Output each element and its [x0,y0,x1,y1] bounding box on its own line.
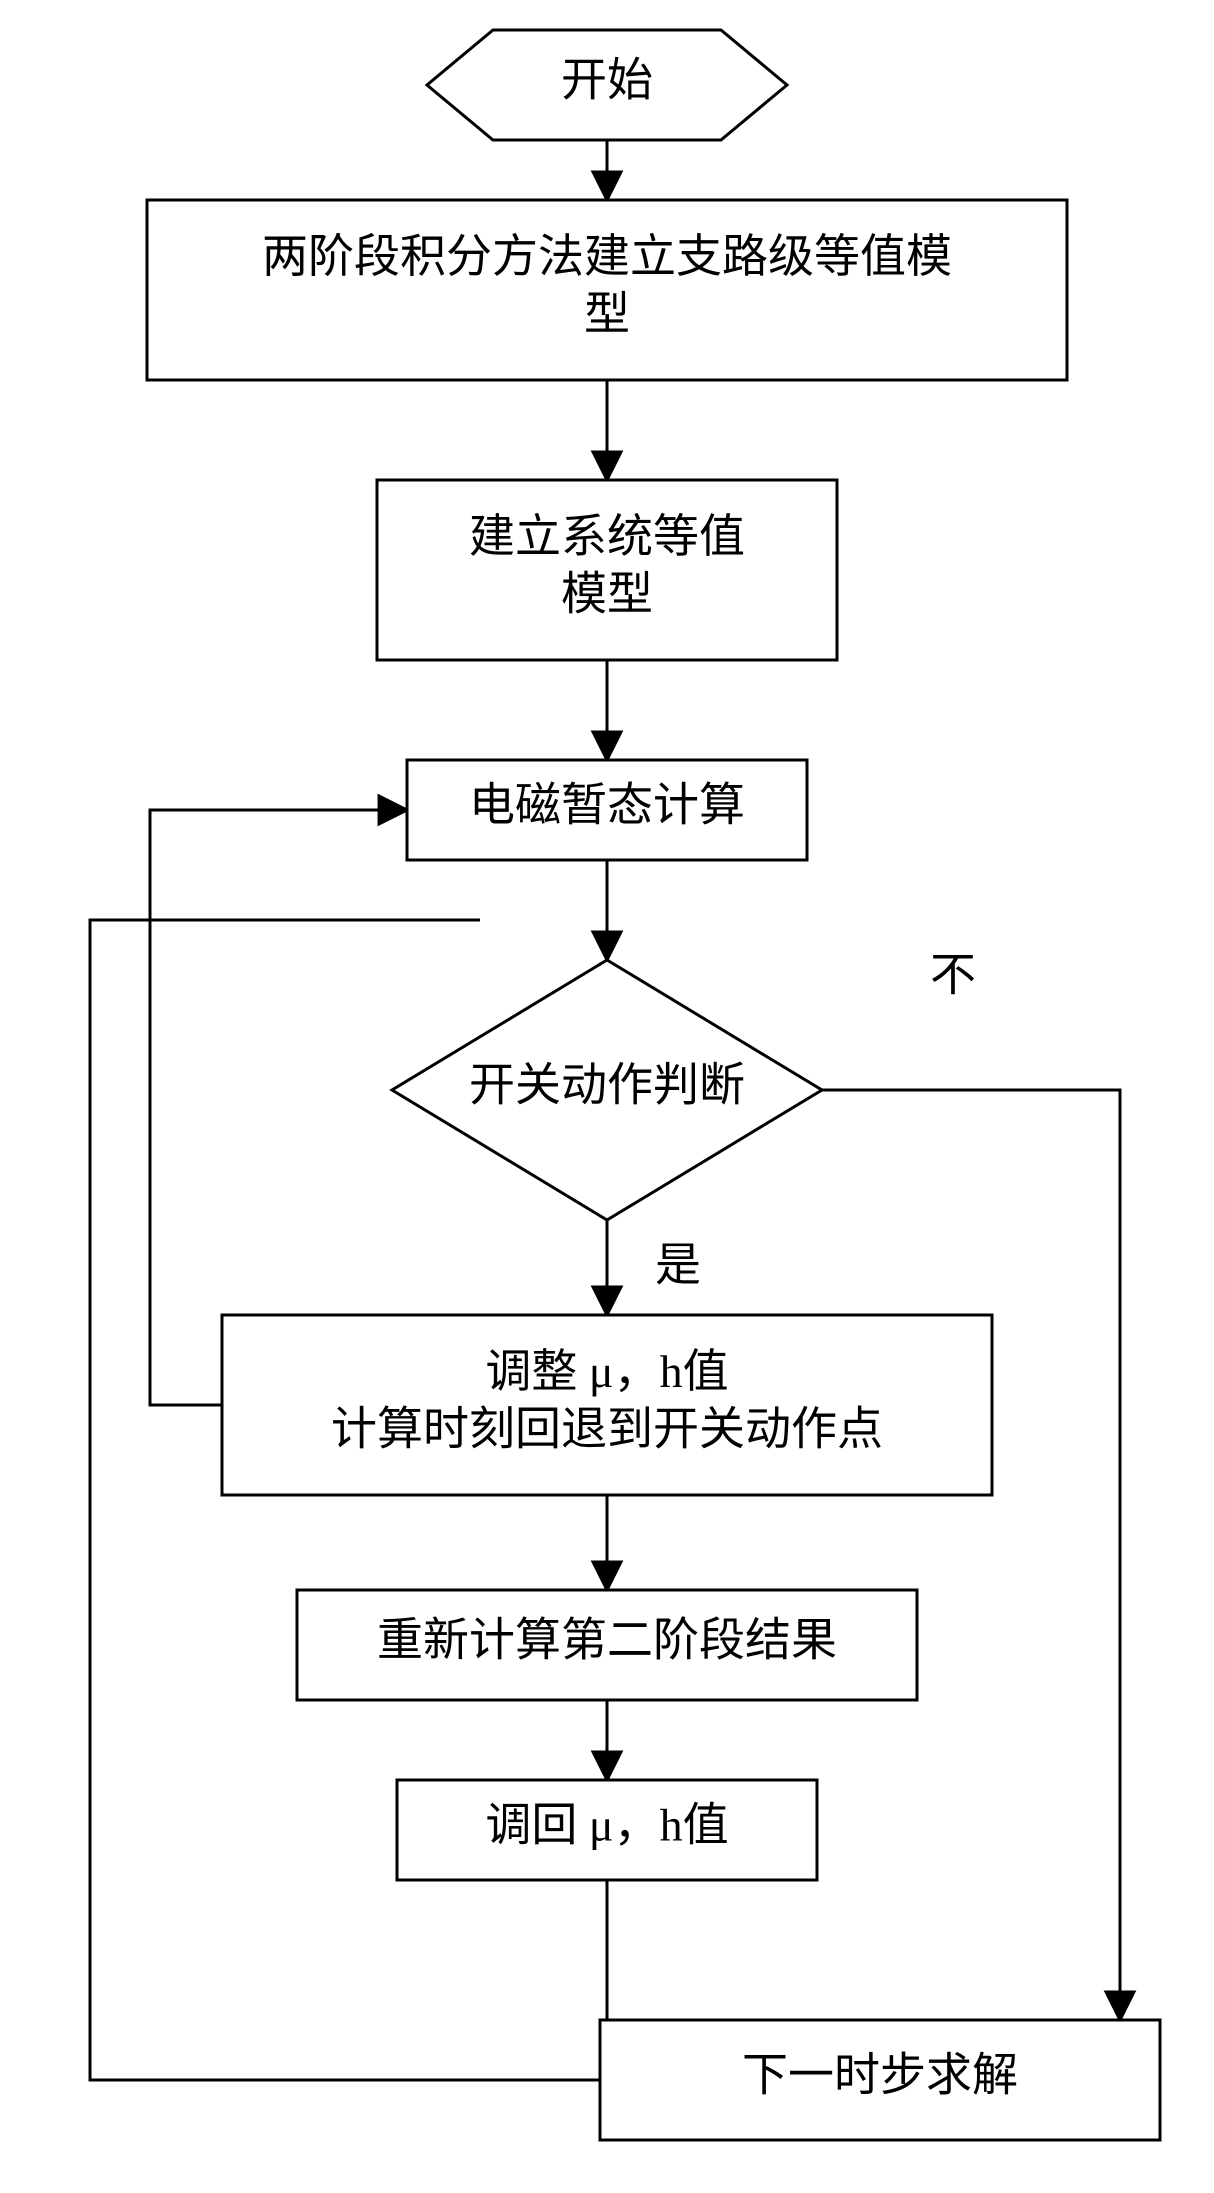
node-start-label-0: 开始 [561,55,653,106]
node-n6: 调回 μ，h值 [397,1780,817,1880]
node-n4: 调整 μ，h值计算时刻回退到开关动作点 [222,1315,992,1495]
node-n2-label-0: 建立系统等值 [469,511,745,562]
node-n6-label-0: 调回 μ，h值 [485,1800,728,1851]
decision-yes-label: 是 [655,1240,701,1291]
node-n5-label-0: 重新计算第二阶段结果 [377,1615,837,1666]
node-n7: 下一时步求解 [600,2020,1160,2140]
node-n3-label-0: 电磁暂态计算 [469,780,745,831]
node-n3: 电磁暂态计算 [407,760,807,860]
node-dec: 开关动作判断 [392,960,822,1220]
node-n5: 重新计算第二阶段结果 [297,1590,917,1700]
decision-no-label: 不 [930,950,976,1001]
node-dec-label-0: 开关动作判断 [469,1060,745,1111]
node-n4-label-1: 计算时刻回退到开关动作点 [331,1403,883,1454]
node-n1-label-0: 两阶段积分方法建立支路级等值模 [262,231,952,282]
node-n2-label-1: 模型 [561,568,653,619]
node-n1: 两阶段积分方法建立支路级等值模型 [147,200,1067,380]
node-n7-label-0: 下一时步求解 [742,2050,1018,2101]
node-start: 开始 [427,30,787,140]
node-n1-label-1: 型 [584,288,630,339]
node-n4-label-0: 调整 μ，h值 [485,1346,728,1397]
node-n2: 建立系统等值模型 [377,480,837,660]
